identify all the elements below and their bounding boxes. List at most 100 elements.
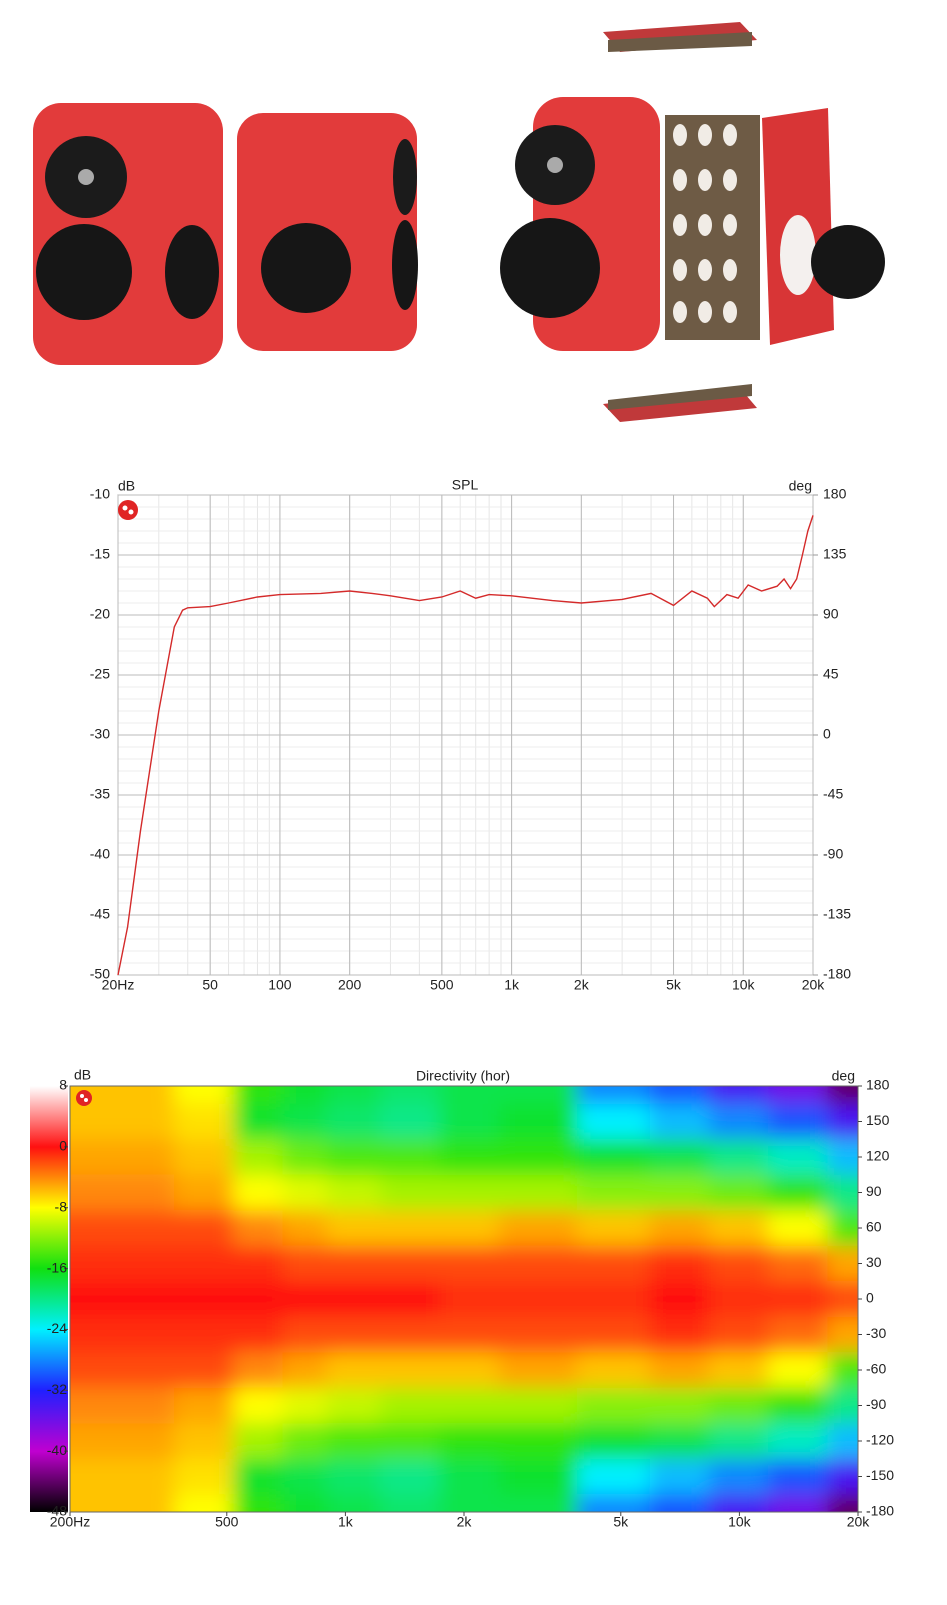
heat-cell [439,1458,500,1495]
heat-cell [768,1245,828,1282]
heat-cell [827,1245,858,1282]
heat-cell [326,1494,381,1512]
heat-cell [577,1086,651,1105]
side-woofer [392,220,418,310]
x-tick-label: 20Hz [102,977,135,993]
heat-cell [380,1352,440,1389]
woofer [500,218,600,318]
heat-cell [498,1174,578,1211]
heat-cell [649,1210,710,1247]
heat-cell [577,1352,651,1389]
back-cutout [780,215,816,295]
heat-cell [233,1281,284,1318]
heat-cell [768,1387,828,1424]
heat-cell [498,1423,578,1460]
heat-cell [380,1423,440,1460]
heat-cell [498,1387,578,1424]
heat-cell [233,1494,284,1512]
heat-cell [174,1458,234,1495]
heat-cell [498,1103,578,1140]
colorbar-tick-label: -16 [47,1259,67,1275]
y-tick-label: 0 [866,1290,874,1306]
heat-cell [70,1245,106,1282]
heat-cell [174,1387,234,1424]
heat-cell [439,1387,500,1424]
y-tick-label: -30 [866,1325,886,1341]
side-woofer [811,225,885,299]
heat-cell [649,1352,710,1389]
heat-cell [708,1174,769,1211]
heat-cell [649,1139,710,1176]
y-tick-label: -10 [90,486,110,502]
heat-cell [380,1210,440,1247]
heat-cell [768,1316,828,1353]
heat-cell [768,1494,828,1512]
heat-cell [233,1139,284,1176]
heat-cell [70,1494,106,1512]
y2-tick-label: -180 [823,966,851,982]
heat-cell [708,1103,769,1140]
tweeter-dome [547,157,563,173]
heat-cell [827,1494,858,1512]
heat-cell [768,1281,828,1318]
heat-cell [439,1174,500,1211]
heat-cell [282,1458,327,1495]
heat-cell [498,1352,578,1389]
heat-cell [282,1245,327,1282]
heat-cell [498,1458,578,1495]
heatmap [70,1086,858,1512]
x-tick-label: 10k [728,1514,752,1530]
colorbar-tick-label: -32 [47,1381,67,1397]
heat-cell [827,1174,858,1211]
heat-cell [498,1494,578,1512]
y2-axis-label: deg [789,478,812,494]
heat-cell [104,1281,175,1318]
heat-cell [380,1174,440,1211]
heat-cell [326,1139,381,1176]
y-tick-label: -180 [866,1503,894,1519]
heat-cell [104,1139,175,1176]
heat-cell [233,1458,284,1495]
heat-cell [104,1174,175,1211]
heat-cell [104,1352,175,1389]
heat-cell [326,1086,381,1105]
y-tick-label: -15 [90,546,110,562]
side-tweeter [393,139,417,215]
heat-cell [439,1210,500,1247]
colorbar [30,1086,68,1512]
heat-cell [326,1316,381,1353]
chart-title: SPL [452,477,479,493]
y-tick-label: 90 [866,1183,882,1199]
x-tick-label: 20k [802,977,826,993]
heat-cell [708,1352,769,1389]
heat-cell [233,1352,284,1389]
x-tick-label: 50 [202,977,218,993]
heat-cell [577,1316,651,1353]
heat-cell [498,1210,578,1247]
heat-cell [282,1352,327,1389]
product-render [33,22,885,422]
heat-cell [233,1423,284,1460]
heat-cell [326,1352,381,1389]
heat-cell [233,1245,284,1282]
heat-cell [439,1423,500,1460]
heat-cell [708,1423,769,1460]
heat-cell [174,1103,234,1140]
heat-cell [174,1281,234,1318]
chart-title: Directivity (hor) [416,1068,510,1084]
heat-cell [380,1494,440,1512]
colorbar-tick-label: 0 [59,1138,67,1154]
heat-cell [70,1352,106,1389]
heat-cell [577,1281,651,1318]
y-tick-label: -20 [90,606,110,622]
heat-cell [827,1387,858,1424]
colorbar-tick-label: -40 [47,1442,67,1458]
colorbar-tick-label: -24 [47,1320,67,1336]
heat-cell [326,1281,381,1318]
heat-cell [282,1316,327,1353]
y2-tick-label: 180 [823,486,847,502]
heat-cell [708,1387,769,1424]
heat-cell [174,1423,234,1460]
heat-cell [439,1316,500,1353]
heat-cell [282,1423,327,1460]
